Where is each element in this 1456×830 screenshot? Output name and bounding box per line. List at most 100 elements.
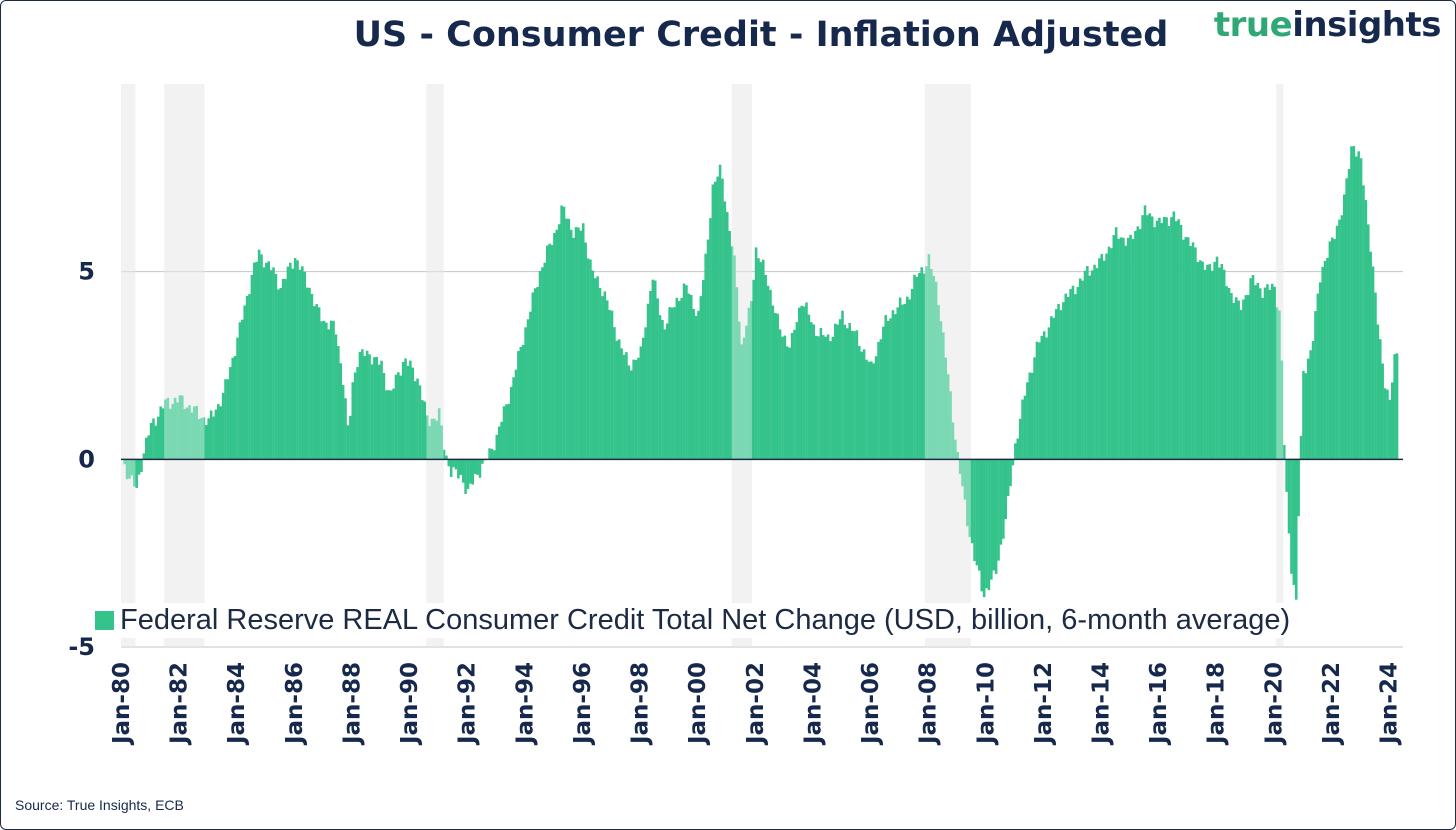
- data-bar: [1136, 226, 1140, 460]
- data-bar: [802, 306, 806, 460]
- data-bar: [865, 359, 868, 460]
- data-bar: [133, 459, 136, 487]
- data-bar: [1071, 285, 1075, 460]
- data-bar: [814, 335, 818, 460]
- recession-band: [121, 84, 136, 647]
- data-bar: [536, 286, 539, 460]
- data-bar: [1278, 310, 1281, 460]
- data-bar: [1129, 234, 1132, 460]
- data-bar: [939, 321, 943, 460]
- data-bar: [1155, 220, 1159, 460]
- data-bar: [233, 356, 237, 460]
- data-bar: [730, 246, 734, 460]
- data-bar: [500, 421, 503, 460]
- data-bar: [401, 361, 405, 460]
- data-bar: [481, 459, 484, 464]
- data-bar: [245, 295, 249, 460]
- data-bar: [1297, 459, 1300, 517]
- data-bar: [997, 459, 1000, 561]
- data-bar: [942, 332, 945, 460]
- data-bar: [1371, 266, 1375, 460]
- data-bar: [1357, 151, 1360, 460]
- data-bar: [778, 329, 782, 460]
- recession-overlay: [164, 84, 205, 647]
- data-bar: [970, 459, 974, 544]
- data-bar: [1042, 331, 1046, 460]
- data-bar: [1347, 169, 1351, 460]
- data-bar: [805, 302, 808, 460]
- data-bar: [569, 229, 573, 460]
- data-bar: [728, 230, 731, 460]
- data-bar: [123, 459, 126, 465]
- x-tick-label: Jan-04: [800, 662, 826, 746]
- data-bar: [1266, 284, 1269, 460]
- data-bar: [409, 360, 412, 460]
- data-bar: [1234, 297, 1238, 460]
- x-tick-label: Jan-24: [1377, 662, 1403, 746]
- data-bar: [193, 406, 196, 460]
- data-bar: [1189, 246, 1192, 460]
- data-bar: [992, 459, 996, 571]
- data-bar: [963, 459, 967, 500]
- data-bar: [810, 322, 813, 460]
- data-bar: [1177, 219, 1180, 460]
- data-bar: [421, 400, 424, 460]
- data-bar: [329, 320, 333, 460]
- brand-logo-true: true: [1213, 5, 1293, 45]
- data-bar: [622, 354, 626, 460]
- data-bar: [841, 310, 844, 460]
- data-bar: [891, 310, 895, 460]
- data-bar: [1338, 219, 1341, 460]
- data-bar: [459, 459, 463, 476]
- data-bar: [769, 289, 772, 460]
- data-bar: [128, 459, 131, 479]
- data-bar: [404, 358, 407, 460]
- data-bar: [281, 278, 285, 460]
- data-bar: [1018, 418, 1022, 460]
- data-bar: [906, 296, 909, 460]
- y-tick-label: 5: [78, 258, 95, 286]
- data-bar: [1191, 242, 1195, 460]
- data-bar: [1088, 275, 1092, 460]
- data-bar: [910, 289, 914, 460]
- data-bar: [1366, 224, 1370, 460]
- data-bar: [1102, 260, 1106, 460]
- recession-overlay: [731, 84, 752, 647]
- data-bar: [1239, 309, 1243, 460]
- data-bar: [356, 367, 359, 460]
- data-bar: [1021, 399, 1024, 460]
- recession-overlay: [121, 84, 136, 647]
- x-tick-label: Jan-20: [1261, 662, 1287, 746]
- data-bar: [461, 459, 465, 483]
- data-bar: [413, 381, 417, 460]
- recession-band: [164, 84, 205, 647]
- data-bar: [1290, 459, 1293, 574]
- data-bar: [1110, 248, 1113, 460]
- data-bar: [795, 322, 799, 460]
- data-bar: [140, 459, 143, 473]
- data-bar: [488, 448, 491, 460]
- data-bar: [505, 404, 508, 460]
- data-bar: [862, 349, 866, 460]
- data-bar: [557, 224, 561, 460]
- data-bar: [894, 314, 897, 460]
- data-bar: [1254, 285, 1257, 460]
- data-bar: [562, 206, 566, 460]
- data-bar: [1002, 459, 1005, 539]
- data-bar: [555, 229, 559, 460]
- data-bar: [442, 449, 446, 460]
- data-bar: [1054, 309, 1058, 460]
- data-bar: [961, 459, 964, 487]
- data-bar: [178, 395, 182, 460]
- data-bar: [637, 357, 640, 460]
- data-bar: [598, 287, 602, 460]
- brand-logo-insights: insights: [1292, 5, 1441, 45]
- data-bar: [185, 407, 189, 460]
- data-bar: [579, 230, 583, 460]
- data-bar: [502, 406, 506, 460]
- data-bar: [1280, 360, 1284, 460]
- data-bar: [1261, 297, 1264, 460]
- data-bar: [858, 345, 861, 460]
- data-bar: [269, 270, 273, 460]
- data-bar: [296, 260, 299, 460]
